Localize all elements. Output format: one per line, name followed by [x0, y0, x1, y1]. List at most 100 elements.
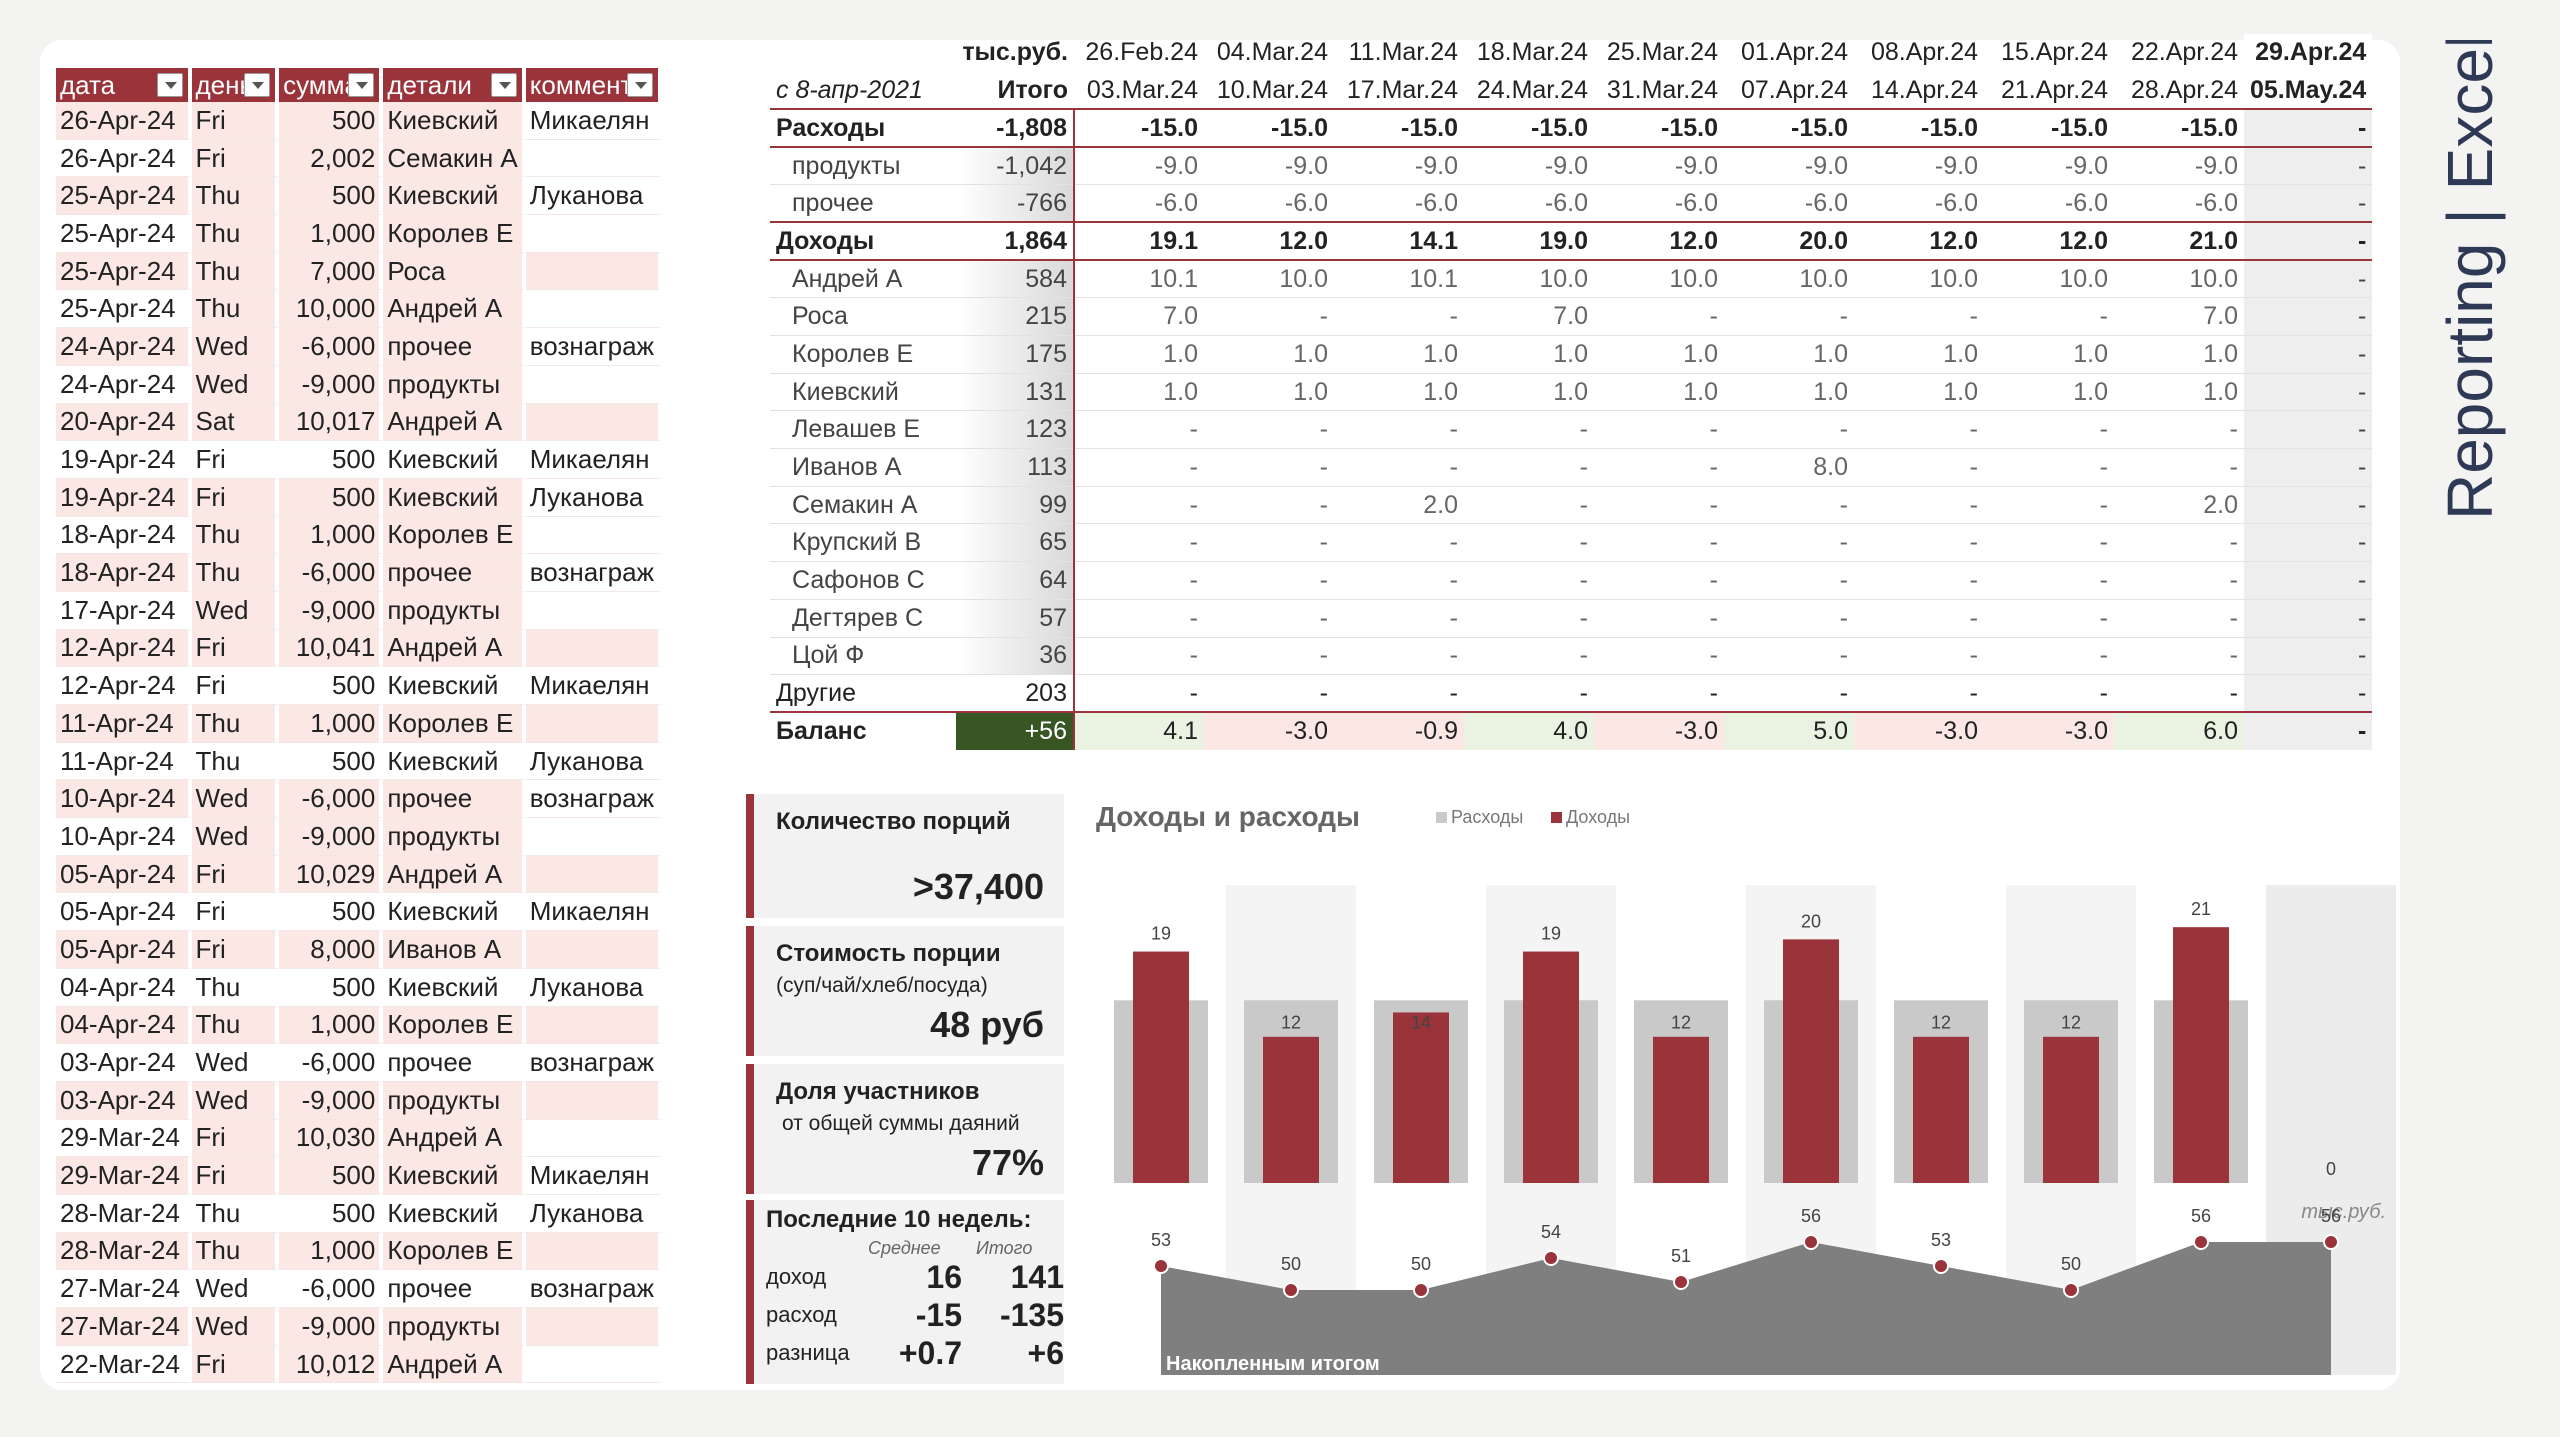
- table-cell[interactable]: 500: [279, 742, 384, 781]
- table-cell[interactable]: 11-Apr-24: [56, 705, 192, 743]
- table-cell[interactable]: 05-Apr-24: [56, 931, 192, 969]
- table-cell[interactable]: [525, 1006, 662, 1045]
- table-cell[interactable]: -6,000: [279, 780, 384, 819]
- table-cell[interactable]: 03-Apr-24: [56, 1044, 192, 1082]
- table-cell[interactable]: Thu: [191, 252, 280, 291]
- table-cell[interactable]: Андрей А: [383, 629, 526, 668]
- table-cell[interactable]: 27-Mar-24: [56, 1308, 192, 1346]
- table-cell[interactable]: Fri: [191, 931, 280, 969]
- table-cell[interactable]: [525, 1308, 662, 1346]
- column-header[interactable]: коммент: [525, 68, 662, 102]
- table-cell[interactable]: Луканова: [525, 968, 662, 1007]
- table-cell[interactable]: вознаграж: [525, 780, 662, 819]
- filter-dropdown-icon[interactable]: [348, 73, 375, 97]
- table-cell[interactable]: Fri: [191, 441, 280, 479]
- table-cell[interactable]: Микаелян: [525, 893, 662, 932]
- table-cell[interactable]: продукты: [383, 365, 526, 404]
- table-cell[interactable]: Wed: [191, 365, 280, 404]
- table-cell[interactable]: вознаграж: [525, 1044, 662, 1082]
- table-cell[interactable]: [525, 855, 662, 894]
- table-cell[interactable]: 500: [279, 893, 384, 932]
- table-cell[interactable]: 10-Apr-24: [56, 818, 192, 856]
- table-cell[interactable]: 500: [279, 968, 384, 1007]
- table-cell[interactable]: [525, 931, 662, 969]
- filter-dropdown-icon[interactable]: [627, 73, 653, 97]
- table-cell[interactable]: 10,017: [279, 403, 384, 442]
- table-cell[interactable]: Fri: [191, 1157, 280, 1195]
- table-cell[interactable]: продукты: [383, 591, 526, 630]
- table-cell[interactable]: 7,000: [279, 252, 384, 291]
- column-header[interactable]: день: [191, 68, 280, 102]
- table-cell[interactable]: Королев Е: [383, 516, 526, 555]
- table-cell[interactable]: 20-Apr-24: [56, 403, 192, 442]
- table-cell[interactable]: 04-Apr-24: [56, 968, 192, 1007]
- table-cell[interactable]: вознаграж: [525, 554, 662, 592]
- table-cell[interactable]: 10,012: [279, 1345, 384, 1384]
- table-cell[interactable]: [525, 705, 662, 743]
- table-cell[interactable]: 19-Apr-24: [56, 478, 192, 517]
- table-cell[interactable]: 10,030: [279, 1119, 384, 1158]
- table-cell[interactable]: прочее: [383, 1044, 526, 1082]
- table-cell[interactable]: прочее: [383, 328, 526, 366]
- table-cell[interactable]: 500: [279, 1194, 384, 1233]
- table-cell[interactable]: 17-Apr-24: [56, 591, 192, 630]
- table-cell[interactable]: [525, 818, 662, 856]
- table-cell[interactable]: Thu: [191, 1232, 280, 1271]
- table-cell[interactable]: 24-Apr-24: [56, 365, 192, 404]
- table-cell[interactable]: Thu: [191, 516, 280, 555]
- table-cell[interactable]: [525, 629, 662, 668]
- table-cell[interactable]: вознаграж: [525, 1270, 662, 1308]
- column-header[interactable]: дата: [56, 68, 192, 102]
- table-cell[interactable]: [525, 215, 662, 253]
- table-cell[interactable]: Королев Е: [383, 705, 526, 743]
- table-cell[interactable]: Королев Е: [383, 1232, 526, 1271]
- table-cell[interactable]: Андрей А: [383, 290, 526, 329]
- table-cell[interactable]: Thu: [191, 1006, 280, 1045]
- table-cell[interactable]: прочее: [383, 780, 526, 819]
- table-cell[interactable]: 10,000: [279, 290, 384, 329]
- table-cell[interactable]: 04-Apr-24: [56, 1006, 192, 1045]
- table-cell[interactable]: 500: [279, 1157, 384, 1195]
- table-cell[interactable]: 28-Mar-24: [56, 1232, 192, 1271]
- table-cell[interactable]: 500: [279, 177, 384, 216]
- table-cell[interactable]: 8,000: [279, 931, 384, 969]
- table-cell[interactable]: [525, 1119, 662, 1158]
- table-cell[interactable]: Wed: [191, 780, 280, 819]
- table-cell[interactable]: Fri: [191, 139, 280, 178]
- table-cell[interactable]: Роса: [383, 252, 526, 291]
- filter-dropdown-icon[interactable]: [156, 73, 183, 97]
- table-cell[interactable]: Киевский: [383, 102, 526, 140]
- table-cell[interactable]: 22-Mar-24: [56, 1345, 192, 1384]
- table-cell[interactable]: [525, 1232, 662, 1271]
- table-cell[interactable]: -6,000: [279, 1270, 384, 1308]
- table-cell[interactable]: Семакин А: [383, 139, 526, 178]
- table-cell[interactable]: 2,002: [279, 139, 384, 178]
- table-cell[interactable]: 1,000: [279, 516, 384, 555]
- table-cell[interactable]: Микаелян: [525, 102, 662, 140]
- table-cell[interactable]: Луканова: [525, 478, 662, 517]
- table-cell[interactable]: продукты: [383, 1081, 526, 1120]
- table-cell[interactable]: -6,000: [279, 554, 384, 592]
- table-cell[interactable]: [525, 252, 662, 291]
- table-cell[interactable]: 05-Apr-24: [56, 855, 192, 894]
- table-cell[interactable]: Wed: [191, 1081, 280, 1120]
- table-cell[interactable]: 24-Apr-24: [56, 328, 192, 366]
- table-cell[interactable]: 25-Apr-24: [56, 215, 192, 253]
- table-cell[interactable]: Андрей А: [383, 403, 526, 442]
- table-cell[interactable]: Микаелян: [525, 667, 662, 705]
- filter-dropdown-icon[interactable]: [244, 73, 271, 97]
- table-cell[interactable]: [525, 403, 662, 442]
- table-cell[interactable]: 25-Apr-24: [56, 177, 192, 216]
- table-cell[interactable]: Thu: [191, 554, 280, 592]
- table-cell[interactable]: [525, 1345, 662, 1384]
- table-cell[interactable]: 1,000: [279, 215, 384, 253]
- table-cell[interactable]: Киевский: [383, 478, 526, 517]
- table-cell[interactable]: 25-Apr-24: [56, 252, 192, 291]
- table-cell[interactable]: -9,000: [279, 1308, 384, 1346]
- table-cell[interactable]: -9,000: [279, 591, 384, 630]
- table-cell[interactable]: Киевский: [383, 441, 526, 479]
- table-cell[interactable]: 25-Apr-24: [56, 290, 192, 329]
- table-cell[interactable]: Fri: [191, 629, 280, 668]
- table-cell[interactable]: 1,000: [279, 1232, 384, 1271]
- table-cell[interactable]: 500: [279, 667, 384, 705]
